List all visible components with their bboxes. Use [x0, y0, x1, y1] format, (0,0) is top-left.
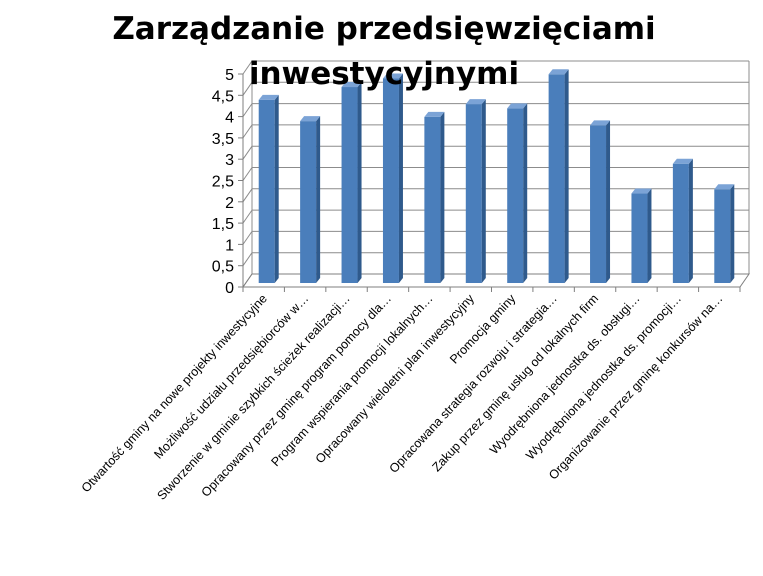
bar-top — [258, 94, 279, 100]
bar — [631, 188, 652, 283]
x-tick-label: Wyodrębniona jednostka ds. obsługi… — [487, 291, 643, 456]
bar-top — [341, 82, 362, 88]
gridline-side — [242, 60, 253, 75]
bar-side — [357, 82, 362, 283]
bar-top — [465, 99, 486, 105]
x-tick-label: Możliwość udziału przedsiębiorców w… — [151, 291, 311, 461]
bar — [672, 158, 693, 283]
bar-side — [523, 103, 528, 283]
bar — [714, 184, 735, 283]
bar-side — [730, 184, 735, 283]
bar-side — [606, 120, 611, 283]
bar-front — [714, 189, 731, 283]
bar-side — [274, 94, 279, 283]
bar — [341, 82, 362, 283]
bar-front — [382, 78, 399, 284]
gridline-side — [242, 82, 253, 96]
bar-side — [688, 158, 693, 283]
bar-top — [424, 111, 445, 117]
bar-side — [481, 99, 486, 283]
bars — [258, 69, 735, 284]
y-tick-label: 1 — [225, 237, 234, 254]
bar — [465, 99, 486, 283]
bar — [424, 111, 445, 283]
bar-front — [590, 125, 607, 283]
x-tick-label: Wyodrębniona jednostka ds. promocji… — [523, 291, 684, 462]
bar-front — [465, 104, 482, 283]
x-axis-ticks: Otwartość gminy na nowe projekty inwesty… — [79, 291, 726, 503]
chart-title-line-2: inwestycyjnymi — [249, 56, 519, 92]
bar-top — [714, 184, 735, 190]
gridline-side — [242, 252, 253, 266]
y-tick-label: 5 — [225, 67, 234, 84]
plot-area — [238, 60, 750, 292]
y-tick-label: 4 — [225, 110, 234, 127]
bar-top — [590, 120, 611, 126]
y-tick-label: 4,5 — [212, 88, 234, 105]
gridline-side — [242, 124, 253, 139]
bar-front — [672, 163, 689, 283]
bar-front — [631, 193, 648, 283]
bar-side — [564, 69, 569, 283]
gridline-side — [242, 103, 253, 117]
bar-top — [631, 188, 652, 194]
bar — [548, 69, 569, 283]
y-tick-label: 2 — [225, 195, 234, 212]
bar-top — [548, 69, 569, 75]
bar-front — [424, 116, 441, 283]
bar-top — [300, 116, 321, 122]
x-tick-label: Stworzenie w gminie szybkich ścieżek rea… — [154, 291, 352, 502]
bar-top — [672, 158, 693, 164]
bar — [300, 116, 321, 284]
bar-front — [507, 108, 524, 283]
y-tick-label: 0 — [225, 280, 234, 297]
bar-front — [341, 87, 358, 283]
bar — [590, 120, 611, 283]
bar-front — [300, 121, 317, 284]
bar — [382, 73, 403, 284]
bar-front — [258, 99, 275, 283]
gridline-side — [242, 167, 253, 181]
chart-title-line-1: Zarządzanie przedsięwzięciami — [112, 11, 655, 47]
bar-front — [548, 74, 565, 283]
bar — [507, 103, 528, 283]
y-tick-label: 1,5 — [212, 216, 234, 233]
gridline-side — [242, 231, 253, 245]
bar-side — [647, 188, 652, 283]
y-tick-label: 3 — [225, 152, 234, 169]
x-tick-label: Opracowany przez gminę program pomocy dl… — [199, 291, 395, 499]
gridline-side — [242, 188, 253, 203]
bar-side — [316, 116, 321, 284]
bar-side — [398, 73, 403, 284]
bar-top — [507, 103, 528, 109]
y-tick-label: 3,5 — [212, 131, 234, 148]
gridline-side — [242, 209, 253, 224]
y-tick-label: 0,5 — [212, 259, 234, 276]
y-axis-ticks: 0 0,5 1 1,5 2 2,5 3 3,5 4 4,5 5 — [212, 67, 234, 297]
bar-side — [440, 111, 445, 283]
bar — [258, 94, 279, 283]
bar-top — [382, 73, 403, 79]
gridline-side — [242, 145, 253, 160]
y-tick-label: 2,5 — [212, 174, 234, 191]
